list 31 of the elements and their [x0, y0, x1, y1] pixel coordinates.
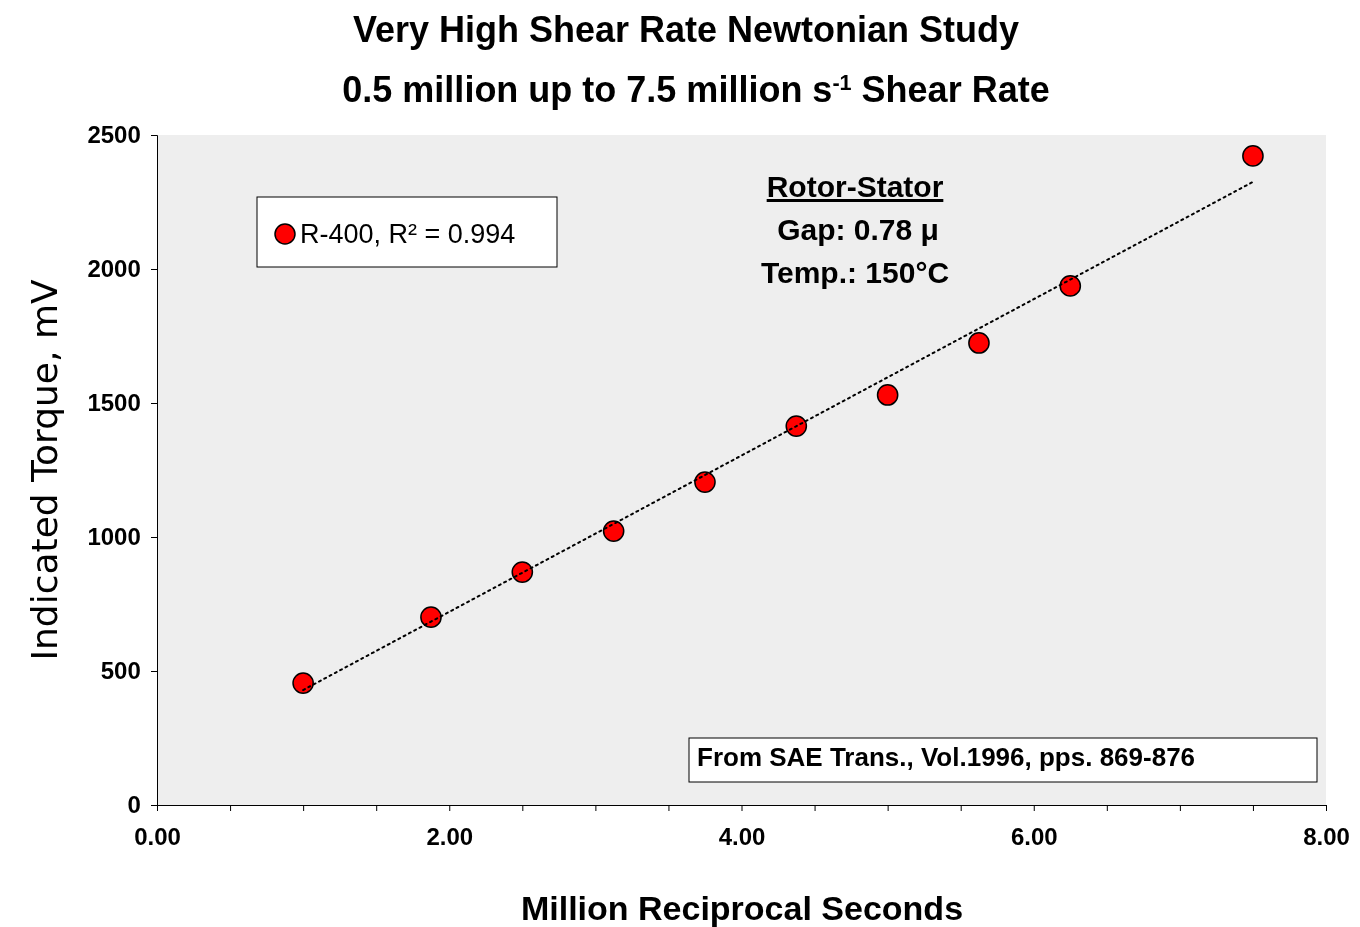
x-tick-label: 0.00: [134, 823, 181, 851]
y-tick-label: 500: [100, 657, 141, 685]
point: [292, 672, 314, 694]
y-tick-label: 2500: [87, 121, 141, 149]
annotation: Gap: 0.78 μ: [777, 213, 939, 246]
x-tick-label: 6.00: [1010, 823, 1058, 851]
x-tick-label: 4.00: [718, 823, 766, 851]
point: [602, 520, 625, 542]
annotation: From SAE Trans., Vol.1996, pps. 869-876: [697, 742, 1196, 772]
chart-subtitle: 0.5 million up to 7.5 million s$^{-1}$ Shear Rate: [342, 69, 1050, 110]
x-tick-label: 2.00: [426, 823, 474, 851]
y-tick-label: 1000: [87, 523, 141, 551]
point: [876, 384, 899, 406]
y-tick-label: 1500: [87, 389, 141, 417]
chart-title: Very High Shear Rate Newtonian Study: [352, 9, 1020, 50]
y-tick-label: 0: [127, 791, 141, 819]
y-tick-label: 2000: [87, 255, 141, 283]
point: [420, 606, 442, 628]
legend-label: R-400, R² = 0.994: [300, 219, 516, 249]
x-axis-title: Million Reciprocal Seconds: [520, 889, 964, 927]
point: [1242, 145, 1264, 167]
annotation: Temp.: 150°C: [760, 256, 950, 289]
annotation: Rotor-Stator: [766, 170, 944, 203]
y-axis-title: Indicated Torque, mV: [24, 279, 65, 661]
point: [968, 332, 990, 354]
point: [511, 561, 534, 583]
point: [1059, 275, 1082, 297]
note-box: From SAE Trans., Vol.1996, pps. 869-876: [688, 737, 1318, 783]
point: [785, 415, 808, 437]
point: [694, 471, 716, 493]
x-tick-label: 8.00: [1303, 823, 1350, 851]
